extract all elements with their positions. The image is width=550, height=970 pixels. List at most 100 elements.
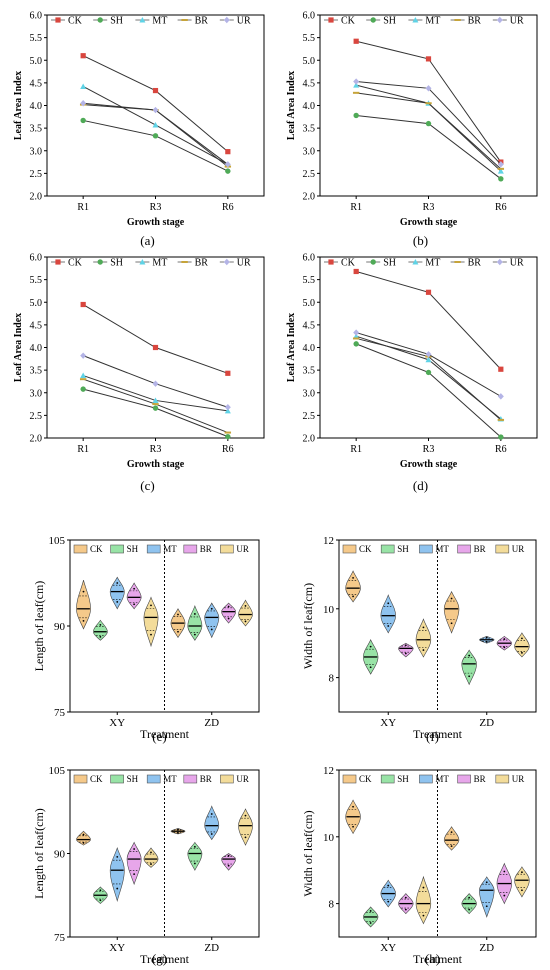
x-tick-label: R3 [150, 444, 162, 455]
y-tick-label: 3.0 [30, 146, 43, 157]
violin-point [193, 862, 196, 865]
violin-point [503, 870, 506, 873]
violin-point [177, 828, 179, 831]
legend-marker [496, 258, 503, 266]
legend-label: SH [383, 16, 396, 27]
data-point [152, 380, 159, 387]
y-tick-label: 4.5 [30, 320, 43, 331]
violin-point [450, 845, 453, 848]
legend-label: BR [195, 258, 209, 269]
data-point [224, 404, 231, 411]
violin-point [133, 587, 136, 590]
legend-label: MT [152, 16, 167, 27]
legend-swatch [220, 544, 234, 554]
x-tick-label: ZD [479, 717, 494, 729]
x-axis-label: Treatment [413, 952, 463, 966]
legend-swatch [183, 774, 198, 784]
legend-marker [412, 17, 419, 23]
y-tick-label: 2.0 [30, 192, 43, 203]
data-point [352, 91, 360, 94]
y-tick-label: 10 [323, 604, 335, 616]
legend-label: SH [397, 544, 409, 554]
violin [76, 830, 91, 846]
legend-marker [139, 259, 146, 265]
violin-point [244, 836, 247, 839]
violin [514, 632, 530, 658]
violin-point [422, 649, 425, 651]
violin-point [521, 651, 523, 654]
legend-marker [139, 17, 146, 23]
legend-marker [370, 17, 376, 23]
violin [126, 841, 142, 886]
violin-point [99, 635, 102, 638]
y-tick-label: 3.5 [30, 124, 43, 135]
legend-label: BR [468, 258, 482, 269]
violin-point [177, 832, 179, 834]
violin-point [210, 833, 213, 835]
violin-point [99, 889, 102, 892]
x-axis-label: Growth stage [400, 217, 458, 228]
legend-swatch [495, 544, 510, 554]
y-tick-label: 3.5 [30, 366, 43, 377]
violin-point [352, 805, 354, 808]
series-line [356, 84, 502, 172]
data-point [80, 100, 87, 107]
y-tick-label: 12 [323, 765, 334, 777]
y-tick-label: 12 [323, 535, 334, 547]
violin-point [521, 637, 523, 640]
data-point [353, 82, 360, 88]
legend-label: CK [90, 544, 103, 554]
data-point [152, 397, 159, 403]
x-axis-label: Treatment [140, 727, 190, 741]
violin-point [82, 590, 85, 593]
data-point [425, 120, 432, 127]
legend-label: UR [510, 258, 524, 269]
y-axis-label: Leaf Area Index [13, 313, 24, 382]
legend-swatch [495, 774, 510, 784]
violin-point [468, 654, 471, 657]
y-tick-label: 10 [323, 832, 335, 844]
violin [204, 602, 220, 639]
legend-label: SH [110, 258, 123, 269]
data-point [224, 161, 231, 168]
x-tick-label: XY [380, 717, 396, 729]
legend-swatch [419, 774, 433, 784]
violin-point [116, 887, 119, 890]
y-tick-label: 8 [329, 899, 335, 911]
legend-label: MT [425, 16, 440, 27]
legend-label: MT [163, 544, 177, 554]
legend-swatch [183, 544, 198, 554]
violin-point [503, 894, 506, 897]
data-point [152, 121, 159, 128]
legend-marker [412, 259, 419, 265]
y-tick-label: 6.0 [30, 11, 43, 22]
y-tick-label: 6.0 [303, 253, 316, 264]
legend-label: UR [237, 258, 251, 269]
violin-point [227, 854, 230, 857]
legend-label: UR [236, 544, 249, 554]
data-point [497, 393, 504, 400]
violin [380, 594, 396, 634]
violin-point [521, 871, 523, 874]
legend-label: UR [237, 16, 251, 27]
y-tick-label: 4.0 [30, 343, 43, 354]
series-line [356, 332, 502, 397]
violin-point [468, 675, 471, 678]
violin [109, 846, 125, 902]
legend-marker [496, 16, 503, 24]
y-tick-label: 4.5 [303, 78, 316, 89]
legend-marker [223, 258, 230, 266]
legend-label: CK [68, 258, 83, 269]
legend-marker [181, 261, 188, 263]
data-point [353, 268, 359, 275]
x-tick-label: R3 [423, 202, 435, 213]
data-point [353, 341, 359, 347]
x-tick-label: R1 [350, 202, 362, 213]
violin [415, 875, 432, 925]
panel-label: (b) [413, 233, 428, 248]
legend-swatch [342, 544, 357, 554]
violin-point [150, 863, 152, 865]
legend-label: MT [435, 774, 449, 784]
y-tick-label: 5.0 [303, 298, 316, 309]
legend-label: BR [468, 16, 482, 27]
